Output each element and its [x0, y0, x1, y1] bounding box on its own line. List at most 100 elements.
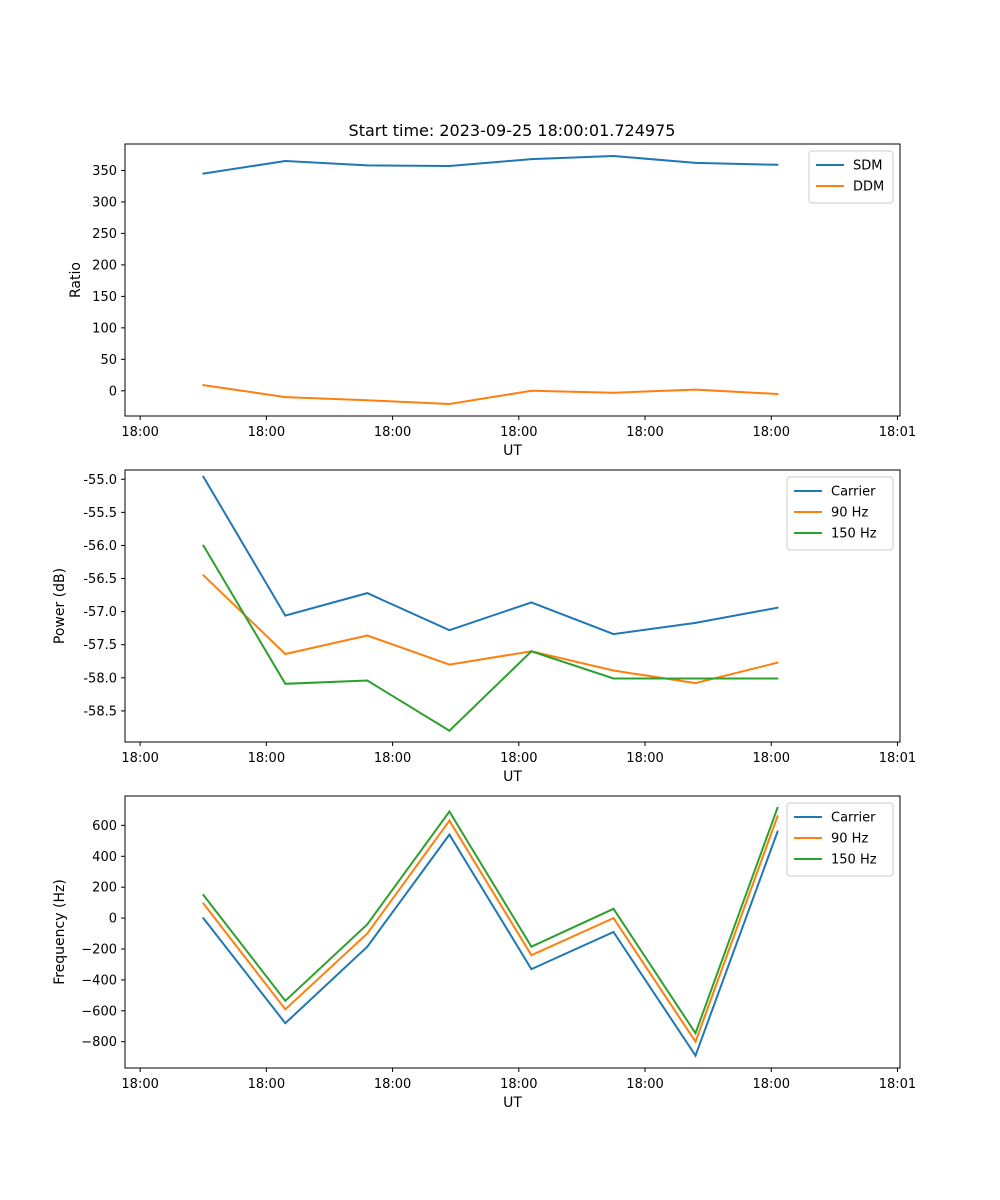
p1-data-point-90-hz [202, 574, 205, 577]
p0-data-point-sdm [366, 164, 369, 167]
p0-x-tick-label: 18:00 [753, 425, 790, 440]
p0-data-point-ddm [694, 388, 697, 391]
p2-data-point-90-hz [284, 1008, 287, 1011]
p0-x-tick-label: 18:00 [500, 425, 537, 440]
p1-y-tick-label: -57.5 [83, 638, 117, 653]
p1-data-point-90-hz [366, 634, 369, 637]
p2-y-tick-label: 600 [92, 819, 117, 834]
p2-data-point-carrier [612, 931, 615, 933]
p2-data-point-90-hz [202, 902, 205, 905]
p1-legend-label: 150 Hz [831, 527, 877, 542]
p1-series-line-150-hz [202, 544, 778, 732]
chart-title: Start time: 2023-09-25 18:00:01.724975 [349, 121, 676, 140]
p1-y-tick-label: -58.5 [83, 704, 117, 719]
p2-data-point-90-hz [448, 819, 451, 822]
p1-legend: Carrier 90 Hz 150 Hz [786, 476, 894, 551]
p1-data-point-carrier [202, 475, 205, 478]
p0-data-point-ddm [448, 403, 451, 406]
p0-data-point-ddm [202, 384, 205, 387]
p1-data-point-90-hz [612, 669, 615, 672]
p0-series-line-ddm [203, 384, 778, 406]
p1-data-point-150-hz [530, 650, 533, 653]
p2-data-point-carrier [366, 945, 369, 948]
p0-x-tick-label: 18:00 [626, 425, 663, 440]
p1-x-axis-label: UT [503, 769, 522, 785]
p1-y-tick-label: -55.0 [83, 473, 117, 488]
p1-legend-label: 90 Hz [831, 506, 868, 521]
p0-y-tick-label: 200 [92, 258, 117, 273]
p2-x-tick-label: 18:00 [626, 1077, 663, 1092]
ratio-panel: 18:00 18:00 18:00 18:00 18:00 18:00 18:01 0 50 10… [68, 143, 916, 459]
p2-x-tick-label: 18:00 [248, 1077, 285, 1092]
p2-data-point-carrier [202, 917, 205, 920]
p1-data-point-carrier [448, 629, 451, 632]
p2-data-point-carrier [776, 830, 779, 833]
p2-data-point-150-hz [448, 810, 451, 813]
p0-data-point-ddm [612, 391, 615, 394]
p1-y-tick-label: -56.0 [83, 539, 117, 554]
p0-data-point-sdm [612, 154, 615, 157]
p1-data-point-carrier [612, 633, 615, 636]
p2-series-line-150-hz [202, 807, 779, 1036]
p2-series-line-90-hz [202, 815, 779, 1044]
p0-x-tick-label: 18:00 [121, 425, 158, 440]
p0-data-point-sdm [202, 172, 205, 175]
p0-y-tick-label: 100 [92, 321, 117, 336]
p2-x-tick-label: 18:00 [374, 1077, 411, 1092]
p1-x-tick-label: 18:00 [626, 751, 663, 766]
p2-legend: Carrier 90 Hz 150 Hz [786, 802, 894, 877]
p0-x-tick-label: 18:00 [248, 425, 285, 440]
p0-legend-label: DDM [853, 180, 884, 195]
p2-data-point-150-hz [284, 999, 287, 1002]
p0-data-point-sdm [284, 160, 287, 162]
p2-y-tick-label: −600 [81, 1004, 117, 1019]
frequency-panel: 18:00 18:00 18:00 18:00 18:00 18:00 18:01 −800 −… [52, 795, 916, 1111]
p0-y-tick-label: 50 [100, 353, 117, 368]
p2-y-tick-label: −800 [81, 1035, 117, 1050]
p1-data-point-90-hz [448, 663, 451, 666]
p1-data-point-150-hz [776, 677, 779, 680]
p1-y-tick-label: -56.5 [83, 572, 117, 587]
p0-y-tick-label: 350 [92, 164, 117, 179]
p1-y-tick-label: -57.0 [83, 605, 117, 620]
p2-data-point-150-hz [202, 893, 205, 896]
p2-data-point-150-hz [366, 923, 369, 926]
p0-data-point-ddm [284, 396, 287, 399]
p2-x-axis-label: UT [503, 1095, 522, 1111]
p1-data-point-150-hz [448, 729, 451, 732]
p2-data-point-90-hz [694, 1040, 697, 1043]
p1-legend-label: Carrier [831, 485, 876, 500]
p2-data-point-carrier [284, 1022, 287, 1025]
p0-x-axis-label: UT [503, 443, 522, 459]
p1-data-point-carrier [366, 592, 369, 595]
p2-data-point-90-hz [612, 917, 615, 920]
p1-data-point-carrier [694, 621, 697, 624]
p1-series-line-carrier [202, 476, 778, 636]
p2-axes-frame [124, 795, 901, 1069]
p2-x-tick-label: 18:01 [879, 1077, 916, 1092]
p1-data-point-carrier [284, 614, 287, 617]
p1-x-tick-label: 18:00 [753, 751, 790, 766]
p1-x-tick-label: 18:00 [374, 751, 411, 766]
p2-x-tick-label: 18:00 [753, 1077, 790, 1092]
p1-data-point-90-hz [284, 652, 287, 655]
p1-series-line-90-hz [202, 574, 778, 685]
p2-y-tick-label: 0 [109, 912, 117, 927]
p0-legend: SDM DDM [808, 150, 894, 204]
p0-data-point-ddm [776, 392, 779, 395]
p1-data-point-90-hz [694, 682, 697, 685]
p1-x-tick-label: 18:00 [500, 751, 537, 766]
p2-data-point-150-hz [612, 907, 615, 910]
p1-x-tick-label: 18:00 [248, 751, 285, 766]
p2-data-point-carrier [530, 968, 533, 971]
p0-axes-frame [124, 143, 901, 417]
p0-data-point-sdm [694, 161, 697, 164]
p0-x-tick-label: 18:01 [879, 425, 916, 440]
p2-legend-label: 90 Hz [831, 832, 868, 847]
p0-data-point-ddm [530, 389, 533, 392]
p1-data-point-150-hz [366, 679, 369, 682]
p2-data-point-150-hz [530, 945, 533, 948]
p0-y-axis-label: Ratio [68, 262, 84, 298]
p1-data-point-carrier [776, 606, 779, 609]
